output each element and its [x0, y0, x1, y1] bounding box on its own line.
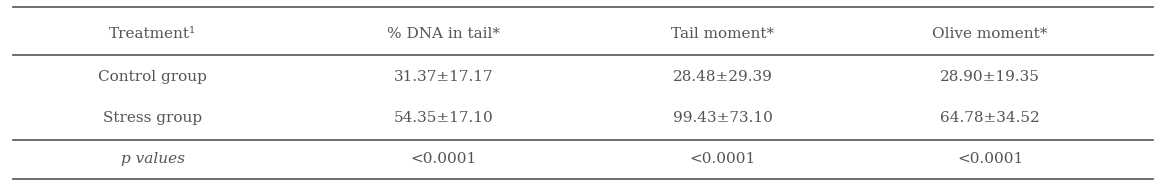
Text: Olive moment*: Olive moment*	[933, 27, 1048, 41]
Text: 31.37±17.17: 31.37±17.17	[394, 70, 493, 84]
Text: Tail moment*: Tail moment*	[670, 27, 774, 41]
Text: 64.78±34.52: 64.78±34.52	[940, 111, 1040, 125]
Text: <0.0001: <0.0001	[957, 152, 1024, 166]
Text: 28.48±29.39: 28.48±29.39	[673, 70, 773, 84]
Text: % DNA in tail*: % DNA in tail*	[387, 27, 500, 41]
Text: 28.90±19.35: 28.90±19.35	[940, 70, 1040, 84]
Text: Stress group: Stress group	[103, 111, 202, 125]
Text: <0.0001: <0.0001	[410, 152, 477, 166]
Text: p values: p values	[120, 152, 184, 166]
Text: Treatment¹: Treatment¹	[110, 27, 196, 41]
Text: 99.43±73.10: 99.43±73.10	[673, 111, 773, 125]
Text: 54.35±17.10: 54.35±17.10	[394, 111, 493, 125]
Text: Control group: Control group	[98, 70, 208, 84]
Text: <0.0001: <0.0001	[689, 152, 756, 166]
